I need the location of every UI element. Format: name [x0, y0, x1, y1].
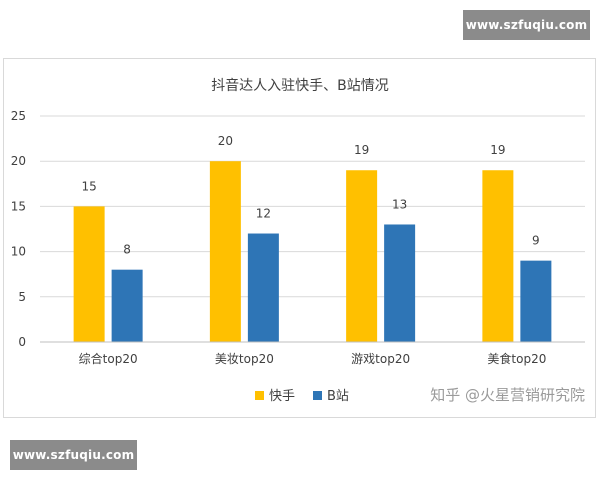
x-tick-label: 游戏top20 — [351, 352, 410, 366]
data-label: 19 — [490, 143, 505, 157]
data-label: 8 — [123, 243, 131, 257]
bars — [73, 161, 552, 342]
bar-bilibili — [111, 269, 143, 342]
y-tick-label: 25 — [11, 109, 26, 123]
data-label: 19 — [354, 143, 369, 157]
chart-title: 抖音达人入驻快手、B站情况 — [211, 77, 389, 94]
bar-bilibili — [384, 224, 416, 342]
y-axis-ticks: 0 5 10 15 20 25 — [11, 109, 26, 349]
source-watermark: 知乎 @火星营销研究院 — [430, 386, 585, 404]
x-tick-label: 美妆top20 — [215, 352, 274, 366]
y-tick-label: 10 — [11, 245, 26, 259]
data-label: 9 — [532, 234, 540, 248]
bar-bilibili — [520, 260, 552, 342]
data-label: 20 — [218, 134, 233, 148]
bar-kuaishou — [482, 170, 514, 342]
bar-kuaishou — [73, 206, 105, 342]
data-label: 15 — [81, 179, 96, 193]
legend: 快手 B站 — [255, 389, 349, 404]
bar-kuaishou — [346, 170, 378, 342]
legend-label: B站 — [327, 389, 349, 404]
y-tick-label: 5 — [18, 290, 26, 304]
y-tick-label: 15 — [11, 199, 26, 213]
watermark-bottom: www.szfuqiu.com — [10, 440, 137, 470]
legend-label: 快手 — [269, 389, 295, 404]
bar-bilibili — [247, 233, 279, 342]
data-label: 13 — [392, 197, 407, 211]
x-tick-label: 美食top20 — [487, 351, 546, 366]
watermark-top: www.szfuqiu.com — [463, 10, 590, 40]
x-axis-categories: 综合top20 美妆top20 游戏top20 美食top20 — [79, 351, 547, 366]
legend-swatch — [255, 391, 264, 400]
y-tick-label: 0 — [18, 335, 26, 349]
legend-swatch — [313, 391, 322, 400]
x-tick-label: 综合top20 — [79, 351, 138, 366]
data-labels: 15 8 20 12 19 13 19 9 — [81, 134, 539, 256]
bar-kuaishou — [209, 161, 241, 342]
data-label: 12 — [256, 207, 271, 221]
y-tick-label: 20 — [11, 154, 26, 168]
